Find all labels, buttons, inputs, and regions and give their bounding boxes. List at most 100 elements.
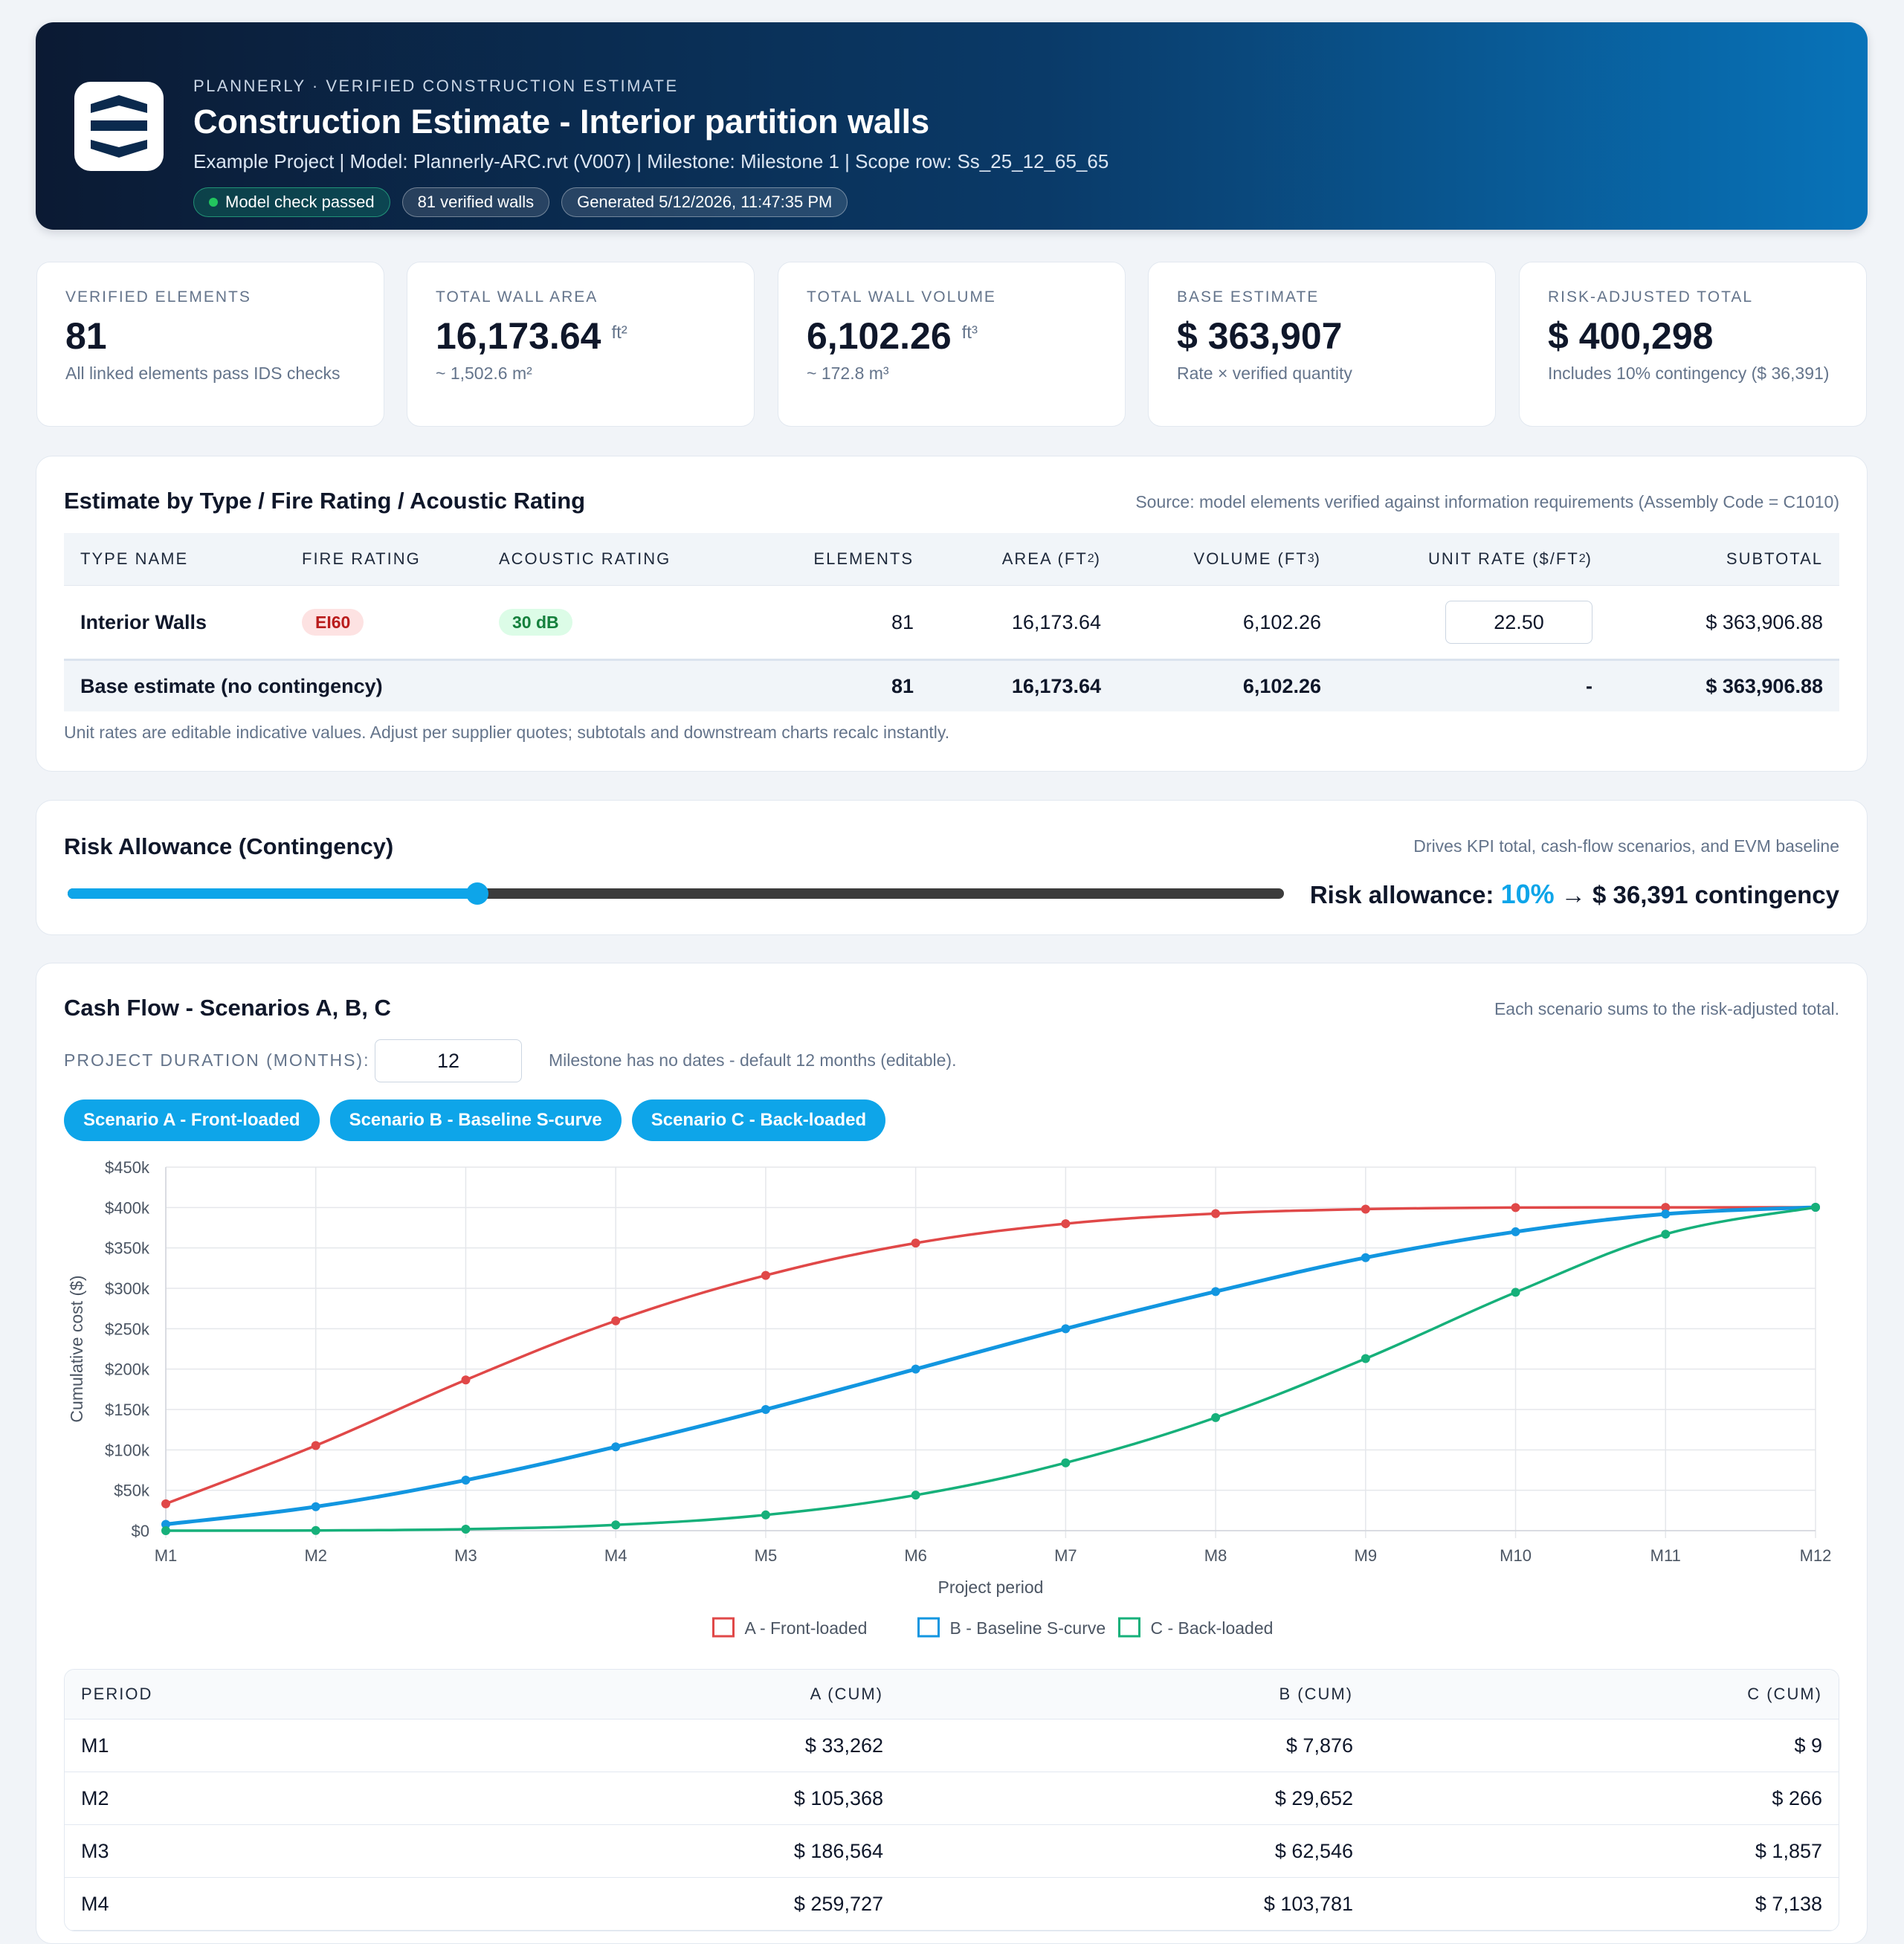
y-tick-label: $400k	[105, 1198, 150, 1217]
x-axis-label: Project period	[938, 1578, 1044, 1597]
tab-scenario-c[interactable]: Scenario C - Back-loaded	[631, 1099, 886, 1141]
risk-slider-track[interactable]	[68, 882, 1284, 905]
cashflow-table: PERIOD A (CUM) B (CUM) C (CUM) M1 $ 33,2…	[64, 1669, 1839, 1931]
data-point	[1361, 1204, 1370, 1214]
cashflow-chart: $0 $50k $100k $150k $200k $250k $300k $350k $400…	[67, 1158, 1831, 1638]
volume-cell: 6,102.26	[1242, 610, 1321, 633]
kpi-card-verified-elements: VERIFIED ELEMENTS 81 All linked elements…	[36, 262, 384, 427]
page-title: Construction Estimate - Interior partiti…	[193, 103, 930, 141]
a-cum-cell: $ 105,368	[793, 1786, 883, 1809]
y-tick-label: $50k	[114, 1482, 150, 1500]
duration-input[interactable]: 12	[375, 1039, 522, 1082]
total-area: 16,173.64	[1011, 674, 1101, 697]
col-b-cum: B (CUM)	[1279, 1685, 1353, 1703]
header-kicker: PLANNERLY · VERIFIED CONSTRUCTION ESTIMA…	[193, 77, 679, 95]
kpi-value: $ 400,298	[1548, 315, 1714, 357]
header-banner: PLANNERLY · VERIFIED CONSTRUCTION ESTIMA…	[36, 22, 1868, 230]
kpi-value: 16,173.64 ft²	[436, 315, 627, 357]
estimate-table-header: TYPE NAME FIRE RATING ACOUSTIC RATING EL…	[64, 533, 1839, 586]
data-point	[1211, 1412, 1221, 1422]
kpi-card-total-wall-area: TOTAL WALL AREA 16,173.64 ft² ~ 1,502.6 m…	[407, 262, 755, 427]
cashflow-note: Each scenario sums to the risk-adjusted …	[1494, 999, 1839, 1018]
arrow-icon: →	[1561, 881, 1586, 908]
col-volume: VOLUME (FT 3)	[1193, 549, 1321, 568]
data-point	[1061, 1219, 1071, 1229]
header-subtitle: Example Project | Model: Plannerly-ARC.r…	[193, 150, 1109, 172]
x-tick-label: M6	[904, 1546, 927, 1565]
kpi-note: ~ 1,502.6 m²	[436, 364, 532, 383]
y-axis-label: Cumulative cost ($)	[67, 1275, 86, 1422]
kpi-label: VERIFIED ELEMENTS	[65, 288, 251, 306]
y-tick-label: $350k	[105, 1239, 150, 1258]
total-elements: 81	[891, 674, 914, 697]
table-row: M2 $ 105,368 $ 29,652 $ 266	[65, 1772, 1839, 1825]
x-tick-label: M3	[454, 1546, 477, 1565]
data-point	[761, 1405, 770, 1414]
data-point	[761, 1510, 770, 1520]
data-point	[1661, 1210, 1671, 1219]
y-tick-label: $300k	[105, 1279, 150, 1298]
x-tick-label: M9	[1355, 1546, 1378, 1565]
elements-cell: 81	[891, 610, 914, 633]
estimate-card: Estimate by Type / Fire Rating / Acousti…	[36, 456, 1868, 772]
kpi-card-total-wall-volume: TOTAL WALL VOLUME 6,102.26 ft³ ~ 172.8 m³	[778, 262, 1126, 427]
x-tick-label: M1	[155, 1546, 178, 1565]
data-point	[611, 1316, 621, 1325]
tab-scenario-a[interactable]: Scenario A - Front-loaded	[64, 1099, 320, 1141]
col-period: PERIOD	[81, 1685, 153, 1703]
data-point	[461, 1524, 471, 1534]
y-tick-label: $200k	[105, 1360, 150, 1379]
risk-slider-fill	[68, 888, 478, 899]
unit-rate-cell: 22.50	[1445, 586, 1592, 659]
y-tick-label: $100k	[105, 1441, 150, 1459]
col-unit-rate: UNIT RATE ($/FT 2)	[1428, 549, 1592, 568]
b-cum-cell: $ 62,546	[1274, 1839, 1353, 1862]
unit-rate-input[interactable]: 22.50	[1445, 601, 1592, 644]
series-line-1	[165, 1206, 1816, 1505]
x-tick-label: M5	[755, 1546, 778, 1565]
estimate-table: TYPE NAME FIRE RATING ACOUSTIC RATING EL…	[64, 533, 1839, 711]
col-acoustic-rating: ACOUSTIC RATING	[499, 549, 671, 568]
risk-slider-handle[interactable]	[466, 882, 489, 905]
period-cell: M3	[81, 1839, 109, 1862]
risk-note: Drives KPI total, cash-flow scenarios, a…	[1413, 836, 1839, 856]
total-volume: 6,102.26	[1242, 674, 1321, 697]
kpi-value: 81	[65, 315, 107, 357]
col-fire-rating: FIRE RATING	[302, 549, 421, 568]
kpi-note: Includes 10% contingency ($ 36,391)	[1548, 364, 1830, 383]
risk-contingency: $ 36,391 contingency	[1592, 881, 1839, 908]
kpi-value: 6,102.26 ft³	[807, 315, 978, 357]
acoustic-rating-badge: 30 dB	[499, 609, 572, 636]
data-point	[1511, 1288, 1520, 1297]
total-subtotal: $ 363,906.88	[1705, 674, 1823, 697]
status-dot-icon	[209, 198, 218, 207]
data-point	[611, 1520, 621, 1530]
kpi-label: TOTAL WALL VOLUME	[807, 288, 996, 306]
c-cum-cell: $ 9	[1794, 1734, 1822, 1757]
legend-label: A - Front-loaded	[745, 1618, 868, 1638]
data-point	[911, 1364, 920, 1374]
data-point	[161, 1520, 170, 1529]
a-cum-cell: $ 33,262	[804, 1734, 883, 1757]
risk-title: Risk Allowance (Contingency)	[64, 833, 394, 859]
data-point	[1811, 1203, 1820, 1212]
tab-scenario-b[interactable]: Scenario B - Baseline S-curve	[329, 1099, 622, 1141]
kpi-unit: ft³	[961, 323, 978, 343]
series-line-2	[165, 1205, 1816, 1526]
y-tick-label: $0	[132, 1522, 149, 1540]
data-point	[1361, 1354, 1370, 1363]
col-a-cum: A (CUM)	[810, 1685, 883, 1703]
estimate-source: Source: model elements verified against …	[1135, 492, 1839, 511]
data-point	[311, 1441, 320, 1450]
col-c-cum: C (CUM)	[1747, 1685, 1822, 1703]
header-badges: Model check passed 81 verified walls Gen…	[193, 187, 848, 217]
total-label: Base estimate (no contingency)	[80, 674, 383, 697]
x-tick-label: M7	[1054, 1546, 1077, 1565]
risk-card: Risk Allowance (Contingency) Drives KPI …	[36, 800, 1868, 935]
cashflow-title: Cash Flow - Scenarios A, B, C	[64, 995, 391, 1021]
data-point	[1511, 1203, 1520, 1212]
data-point	[1661, 1203, 1671, 1212]
kpi-value: $ 363,907	[1177, 315, 1343, 357]
data-point	[1211, 1287, 1221, 1296]
estimate-footnote: Unit rates are editable indicative value…	[64, 723, 950, 742]
